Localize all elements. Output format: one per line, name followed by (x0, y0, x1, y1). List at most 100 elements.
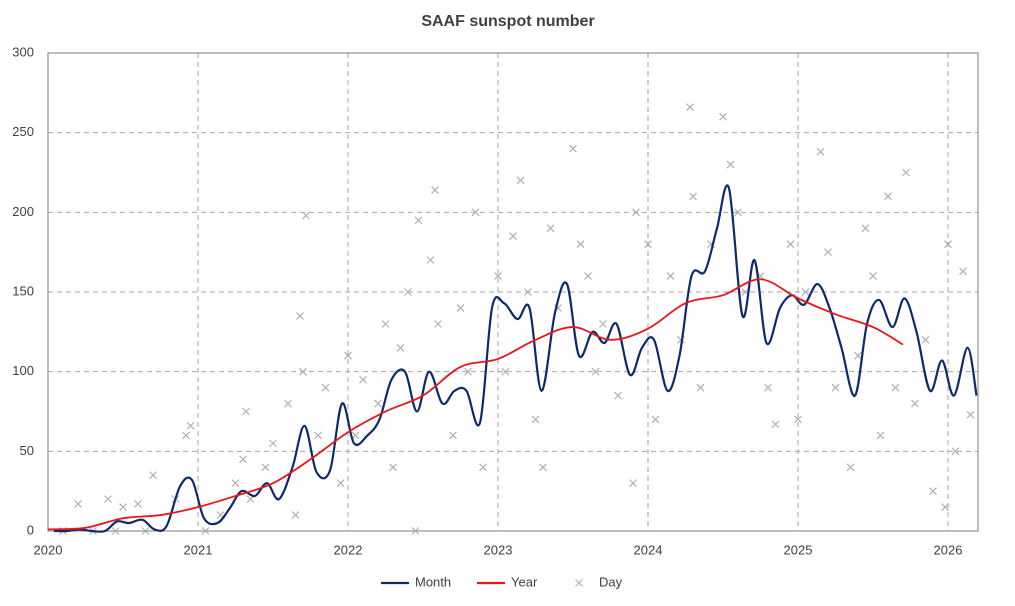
day-point (951, 447, 960, 456)
day-point (509, 232, 517, 241)
day-point (911, 399, 919, 408)
day-point (269, 439, 277, 448)
day-point (854, 351, 862, 360)
day-point (231, 479, 240, 488)
day-point (471, 208, 480, 217)
y-tick-label: 50 (20, 443, 34, 458)
day-point (884, 192, 892, 201)
day-point (296, 311, 304, 320)
day-point (546, 224, 555, 233)
day-point (302, 211, 310, 220)
day-point (941, 503, 949, 512)
day-point (644, 240, 652, 249)
day-point (426, 256, 435, 265)
day-point (584, 272, 592, 280)
day-point (614, 391, 622, 400)
day-point (929, 487, 937, 496)
day-point (134, 499, 142, 508)
day-point (321, 383, 330, 392)
x-tick-label: 2026 (934, 542, 963, 557)
day-point (291, 511, 300, 519)
day-point (599, 319, 607, 328)
day-point (629, 479, 637, 488)
day-point (696, 383, 705, 392)
y-tick-label: 300 (12, 44, 34, 59)
day-point (801, 288, 810, 296)
y-tick-label: 200 (12, 204, 34, 219)
x-tick-label: 2020 (34, 542, 63, 557)
day-point (389, 463, 397, 472)
day-point (344, 351, 352, 360)
month-line (47, 278, 904, 531)
day-point (959, 267, 967, 276)
day-point (449, 431, 457, 440)
y-tick-label: 150 (12, 283, 34, 298)
day-point (869, 272, 877, 280)
x-tick-label: 2025 (784, 542, 813, 557)
day-point (74, 499, 82, 508)
day-point (666, 272, 675, 280)
day-point (261, 463, 270, 472)
day-point (182, 431, 190, 440)
plot-border (47, 52, 979, 532)
day-point (239, 455, 247, 464)
day-point (501, 367, 510, 376)
day-point (651, 415, 660, 424)
day-point (336, 479, 345, 488)
day-point (104, 495, 112, 504)
day-point (686, 103, 694, 112)
x-tick-label: 2022 (334, 542, 363, 557)
x-tick-label: 2023 (484, 542, 513, 557)
day-point (576, 240, 585, 249)
day-point (824, 248, 832, 257)
day-point (944, 240, 952, 249)
day-point (591, 367, 600, 376)
day-point (119, 503, 127, 512)
day-point (414, 216, 423, 225)
legend-label: Day (599, 574, 623, 589)
day-point (374, 399, 382, 408)
day-point (396, 343, 405, 352)
day-point (816, 147, 825, 156)
day-point (186, 421, 195, 430)
day-point (531, 415, 540, 424)
day-point (632, 208, 640, 217)
day-point (689, 192, 697, 201)
day-point (359, 375, 367, 384)
legend-marker (575, 579, 583, 587)
y-tick-label: 100 (12, 363, 34, 378)
day-point (861, 224, 870, 233)
day-point (149, 471, 157, 480)
legend-label: Month (415, 574, 451, 589)
day-point (569, 144, 577, 153)
month-line (53, 184, 978, 533)
legend-label: Year (511, 574, 538, 589)
day-point (786, 240, 795, 249)
day-point (141, 527, 150, 535)
day-point (876, 431, 885, 440)
chart-title: SAAF sunspot number (421, 13, 594, 30)
day-point (726, 160, 735, 169)
day-point (891, 383, 900, 392)
day-point (494, 272, 502, 280)
y-tick-label: 0 (27, 522, 34, 537)
day-point (111, 527, 120, 535)
day-point (479, 463, 487, 472)
day-point (966, 410, 975, 419)
x-tick-label: 2024 (634, 542, 663, 557)
day-point (434, 319, 442, 328)
day-point (299, 367, 307, 376)
day-point (242, 407, 250, 416)
day-point (734, 208, 742, 217)
day-point (794, 415, 802, 424)
y-tick-label: 250 (12, 124, 34, 139)
day-point (764, 383, 772, 392)
day-point (902, 168, 910, 177)
day-point (831, 383, 840, 392)
x-tick-label: 2021 (184, 542, 213, 557)
day-point (719, 112, 727, 121)
day-point (524, 288, 532, 296)
day-point (921, 335, 930, 344)
day-point (846, 463, 855, 472)
